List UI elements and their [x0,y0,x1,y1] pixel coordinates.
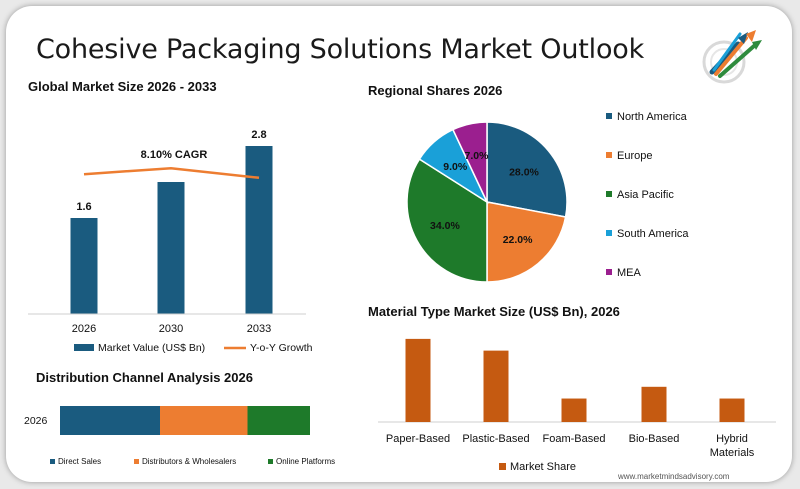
x-tick-label: Foam-Based [543,433,606,445]
website-url: www.marketmindsadvisory.com [618,472,730,481]
regional-pie-chart: 28.0% North America 22.0% Europe 34.0% Asia P… [406,111,689,283]
legend-swatch [606,113,612,119]
legend-label: South America [617,228,689,240]
legend-swatch [50,459,55,464]
global-market-chart: 1.6 2026 2030 2.8 2033 8.10% CAGR Market Value… [28,129,313,354]
material-chart-title: Material Type Market Size (US$ Bn), 2026 [368,304,620,319]
legend-label-market-share: Market Share [510,461,576,473]
legend-label: Online Platforms [276,457,335,466]
legend-swatch-market-share [499,463,506,470]
line-yoy-growth [83,166,260,180]
legend-label-yoy-growth: Y-o-Y Growth [250,342,313,354]
page-title: Cohesive Packaging Solutions Market Outl… [36,34,645,65]
bar-market-share [405,338,431,422]
legend-label-market-value: Market Value (US$ Bn) [98,342,205,354]
bar-market-value [70,218,98,314]
bar-data-label: 1.6 [76,201,91,213]
legend-label: Direct Sales [58,457,101,466]
x-tick-label: Bio-Based [629,433,680,445]
legend-swatch [606,230,612,236]
bar-market-share [561,398,587,422]
legend-swatch [606,191,612,197]
y-tick-label: 2026 [24,415,48,427]
distribution-chart-title: Distribution Channel Analysis 2026 [36,370,253,385]
x-tick-label: Plastic-Based [462,433,529,445]
x-tick-label: Paper-Based [386,433,450,445]
x-tick-label: 2033 [247,323,271,335]
infographic-card: Cohesive Packaging Solutions Market Outl… [6,6,792,482]
pie-value-label: 22.0% [503,234,533,246]
legend-swatch-market-value [74,344,94,351]
x-tick-label: 2026 [72,323,96,335]
legend-label: Asia Pacific [617,189,674,201]
logo-icon [694,24,774,91]
legend-swatch [134,459,139,464]
legend-swatch [268,459,273,464]
legend-swatch [606,269,612,275]
bar-market-share [719,398,745,422]
bar-market-value [245,146,273,314]
x-tick-label: Hybrid [716,433,748,445]
distribution-stacked-bar-chart: 2026 Direct Sales Distributors & Wholesale… [24,406,335,466]
pie-value-label: 7.0% [465,150,490,162]
legend-swatch [606,152,612,158]
pie-value-label: 28.0% [509,166,539,178]
pie-value-label: 9.0% [443,161,468,173]
material-bar-chart: Paper-Based Plastic-Based Foam-Based Bio-Ba… [378,338,776,473]
bar-market-share [641,386,667,422]
bar-market-share [483,350,509,422]
stacked-bar-segment [247,406,310,435]
legend-label: Europe [617,150,652,162]
global-chart-title: Global Market Size 2026 - 2033 [28,79,217,94]
pie-slice [486,201,567,283]
stacked-bar-segment [60,406,160,435]
pie-slice [486,121,568,218]
x-tick-label: Materials [710,447,755,459]
legend-label: Distributors & Wholesalers [142,457,236,466]
x-tick-label: 2030 [159,323,183,335]
pie-slice [451,121,488,203]
stacked-bar-segment [160,406,248,435]
bar-market-value [157,182,185,314]
bar-data-label: 2.8 [251,129,266,141]
legend-label: North America [617,111,688,123]
pie-value-label: 34.0% [430,220,460,232]
regional-chart-title: Regional Shares 2026 [368,83,503,98]
cagr-annotation: 8.10% CAGR [141,149,208,161]
legend-label: MEA [617,267,642,279]
